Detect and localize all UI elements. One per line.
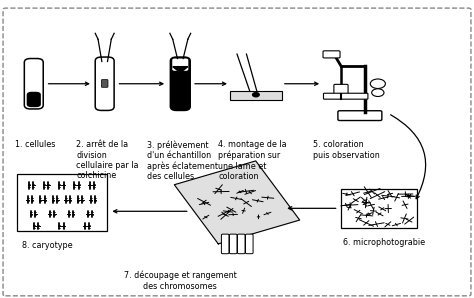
FancyBboxPatch shape bbox=[237, 234, 245, 254]
Text: 3. prélèvement
d'un échantillon
après éclatement
des cellules: 3. prélèvement d'un échantillon après éc… bbox=[147, 140, 218, 181]
FancyBboxPatch shape bbox=[230, 91, 282, 100]
Text: 6. microphotograbie: 6. microphotograbie bbox=[343, 238, 426, 247]
FancyBboxPatch shape bbox=[341, 189, 417, 228]
Text: 8. caryotype: 8. caryotype bbox=[22, 241, 73, 250]
FancyBboxPatch shape bbox=[334, 84, 348, 95]
Circle shape bbox=[372, 89, 384, 97]
FancyBboxPatch shape bbox=[172, 58, 188, 71]
FancyBboxPatch shape bbox=[24, 58, 43, 109]
FancyBboxPatch shape bbox=[27, 92, 41, 107]
Polygon shape bbox=[173, 67, 188, 73]
FancyBboxPatch shape bbox=[323, 51, 340, 58]
Text: 4. montage de la
préparation sur
une lame et
coloration: 4. montage de la préparation sur une lam… bbox=[218, 140, 287, 181]
FancyBboxPatch shape bbox=[101, 80, 108, 87]
FancyBboxPatch shape bbox=[17, 174, 107, 231]
FancyBboxPatch shape bbox=[229, 234, 237, 254]
Text: 7. découpage et rangement
des chromosomes: 7. découpage et rangement des chromosome… bbox=[124, 271, 237, 291]
Circle shape bbox=[253, 93, 259, 97]
Circle shape bbox=[370, 79, 385, 89]
FancyBboxPatch shape bbox=[246, 234, 253, 254]
Text: 2. arrêt de la
division
cellulaire par la
colchicine: 2. arrêt de la division cellulaire par l… bbox=[76, 140, 139, 180]
Polygon shape bbox=[174, 161, 300, 244]
FancyBboxPatch shape bbox=[323, 93, 368, 99]
Text: 1. cellules: 1. cellules bbox=[15, 140, 55, 149]
FancyBboxPatch shape bbox=[170, 57, 190, 111]
FancyBboxPatch shape bbox=[3, 8, 471, 296]
FancyBboxPatch shape bbox=[95, 57, 114, 111]
Text: 5. coloration
puis observation: 5. coloration puis observation bbox=[313, 140, 379, 159]
FancyBboxPatch shape bbox=[338, 111, 382, 120]
FancyBboxPatch shape bbox=[221, 234, 229, 254]
